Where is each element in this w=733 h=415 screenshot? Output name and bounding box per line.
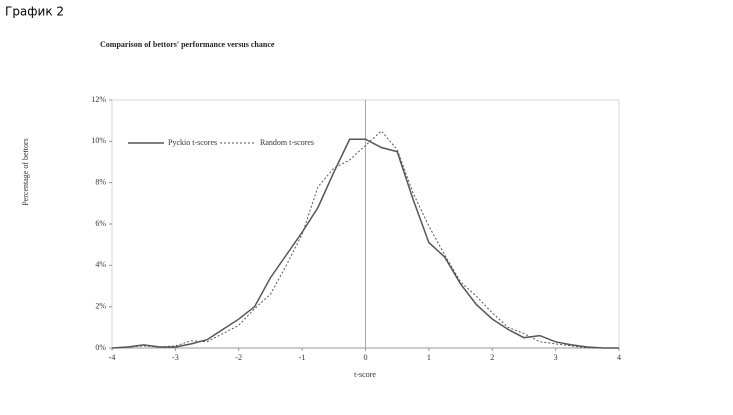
- y-tick-label: 4%: [95, 260, 106, 269]
- x-tick-label: 4: [617, 353, 621, 362]
- series-line: [111, 138, 619, 349]
- legend-label: Random t-scores: [260, 138, 314, 147]
- y-tick-label: 8%: [95, 177, 106, 186]
- page-header: График 2: [5, 5, 64, 19]
- y-tick-label: 0%: [95, 343, 106, 352]
- chart-title: Comparison of bettors' performance versu…: [100, 40, 275, 49]
- x-tick-label: 2: [490, 353, 494, 362]
- x-tick-label: 0: [364, 353, 368, 362]
- x-tick-label: -4: [109, 353, 116, 362]
- x-tick-label: 1: [427, 353, 431, 362]
- y-tick-label: 10%: [91, 136, 106, 145]
- x-tick-label: 3: [554, 353, 558, 362]
- series-line: [111, 130, 619, 349]
- y-axis-label: Percentage of bettors: [21, 138, 30, 206]
- x-tick-label: -3: [172, 353, 179, 362]
- x-tick-label: -2: [235, 353, 242, 362]
- y-tick-label: 6%: [95, 219, 106, 228]
- y-tick-label: 12%: [91, 95, 106, 104]
- x-tick-label: -1: [299, 353, 306, 362]
- x-axis-label: t-score: [354, 370, 376, 379]
- legend-label: Pyckio t-scores: [168, 138, 217, 147]
- y-tick-label: 2%: [95, 301, 106, 310]
